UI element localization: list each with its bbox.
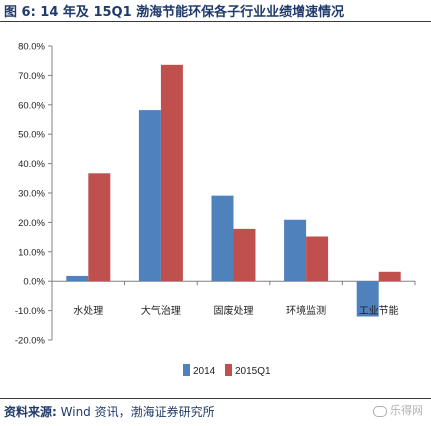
y-tick-label: 10.0%	[18, 247, 45, 258]
bar-2014-0	[66, 275, 89, 282]
category-label: 固废处理	[214, 304, 254, 317]
watermark-text: 乐得网	[390, 404, 423, 417]
figure-title: 图 6: 14 年及 15Q1 渤海节能环保各子行业业绩增速情况	[4, 5, 345, 20]
y-tick-label: 40.0%	[18, 159, 45, 170]
category-label: 水处理	[73, 305, 103, 317]
title-divider	[0, 21, 431, 22]
y-tick-label: 70.0%	[18, 71, 45, 82]
bar-2014-2	[211, 195, 234, 282]
source-note: 资料来源: Wind 资讯，渤海证券研究所	[4, 403, 215, 420]
bar-2015q1-1	[160, 64, 183, 282]
title-bar: 图 6: 14 年及 15Q1 渤海节能环保各子行业业绩增速情况	[0, 0, 431, 22]
y-tick-label: 60.0%	[18, 100, 45, 111]
bar-2014-3	[284, 219, 307, 282]
growth-bar-chart: -20.0% -10.0% 0.0% 10.0% 20.0% 30.0% 40.0% 50.0…	[15, 42, 416, 377]
bar-2015q1-0	[88, 173, 111, 282]
source-content: Wind 资讯，渤海证券研究所	[60, 405, 215, 419]
y-axis: -20.0% -10.0% 0.0% 10.0% 20.0% 30.0% 40.0% 50.0…	[15, 42, 415, 347]
y-tick-label: 50.0%	[18, 130, 45, 141]
wechat-icon	[373, 405, 387, 417]
y-tick-label: 80.0%	[18, 42, 45, 53]
legend-label-2014: 2014	[193, 366, 216, 377]
y-tick-label: 0.0%	[23, 277, 45, 288]
y-tick-label: -20.0%	[15, 336, 46, 347]
y-tick-label: 20.0%	[18, 218, 45, 229]
legend: 2014 2015Q1	[183, 364, 271, 377]
bar-2015q1-2	[233, 228, 256, 282]
legend-label-2015q1: 2015Q1	[235, 366, 271, 377]
bars	[51, 64, 416, 317]
y-tick-label: 30.0%	[18, 189, 45, 200]
x-axis-labels: 水处理 大气治理 固废处理 环境监测 工业节能	[73, 304, 398, 317]
y-tick-label: -10.0%	[15, 306, 46, 317]
category-label: 工业节能	[359, 304, 399, 317]
watermark: 乐得网	[373, 402, 423, 418]
category-label: 环境监测	[286, 304, 326, 317]
legend-swatch-2015q1	[225, 364, 232, 376]
bar-2015q1-4	[378, 271, 401, 282]
bar-2014-1	[138, 110, 161, 282]
bar-2014-4	[356, 281, 379, 317]
bar-2015q1-3	[306, 236, 329, 282]
source-label: 资料来源:	[4, 405, 57, 419]
category-label: 大气治理	[141, 304, 181, 317]
legend-swatch-2014	[183, 364, 190, 376]
footer-divider	[0, 398, 431, 399]
